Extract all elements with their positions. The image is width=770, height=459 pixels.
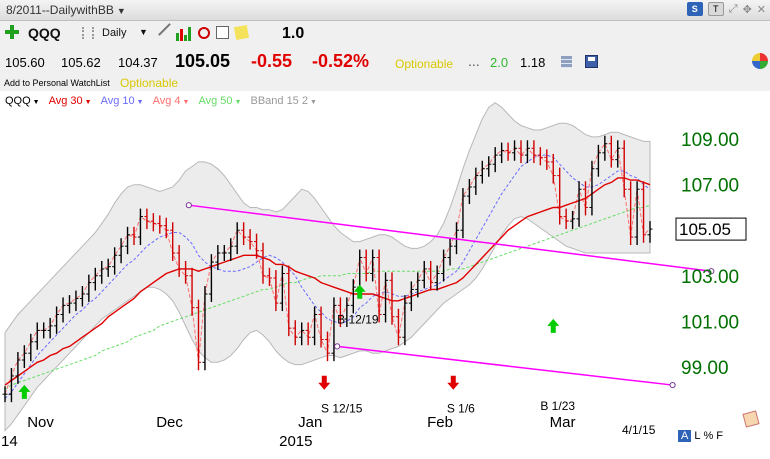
trendline bbox=[188, 204, 712, 272]
t-button[interactable]: T bbox=[707, 2, 724, 16]
more-dots[interactable]: ... bbox=[468, 53, 480, 69]
sell-arrow bbox=[447, 375, 460, 390]
bar-chart-icon[interactable] bbox=[176, 25, 192, 41]
scale-toggles: A L % F bbox=[678, 430, 723, 442]
toggle-f[interactable]: F bbox=[716, 430, 723, 442]
legend-item-bb[interactable]: BBand 15 2 ▼ bbox=[250, 95, 316, 107]
signal-annotation: S 1/6 bbox=[447, 401, 475, 415]
symbol-field[interactable]: QQQ bbox=[28, 25, 61, 41]
expand-icon[interactable]: ⤢ bbox=[728, 2, 738, 15]
quote-bar: 105.60 105.62 104.37 105.05 -0.55 -0.52%… bbox=[0, 49, 770, 75]
x-tick-label: Nov bbox=[27, 414, 54, 431]
x-tick-label: 14 bbox=[1, 433, 18, 450]
trendline-handle bbox=[185, 202, 192, 209]
y-tick-label: 103.00 bbox=[681, 267, 739, 288]
price-chart[interactable]: B 12/19 S 12/15 S 1/6 B 1/23 109.00 107.00 105… bbox=[0, 91, 770, 454]
legend-label-a4: Avg 4 bbox=[152, 95, 181, 107]
tools-icon[interactable] bbox=[158, 23, 178, 43]
legend-item-sym[interactable]: QQQ ▼ bbox=[5, 95, 40, 107]
avg50-line bbox=[4, 204, 651, 391]
signal-annotation: S 12/15 bbox=[321, 401, 363, 415]
chart-area[interactable]: QQQ ▼ Avg 30 ▼ Avg 10 ▼ Avg 4 ▼ Avg 50 ▼ BBand 15 … bbox=[0, 91, 770, 454]
legend-dropdown-icon[interactable]: ▼ bbox=[32, 99, 40, 106]
title-dropdown-icon[interactable]: ▼ bbox=[116, 6, 126, 16]
quote-change-pct: -0.52% bbox=[312, 51, 370, 71]
x-tick-label: Mar bbox=[550, 414, 576, 431]
buy-arrow bbox=[18, 384, 31, 399]
alarm-clock-icon[interactable] bbox=[198, 27, 210, 39]
legend-item-a10[interactable]: Avg 10 ▼ bbox=[101, 95, 144, 107]
quote-low: 104.37 bbox=[118, 55, 158, 70]
quote-ratio: 2.0 bbox=[490, 55, 509, 70]
toggle-a[interactable]: A bbox=[678, 430, 692, 442]
watchlist-optionable: Optionable bbox=[120, 76, 179, 90]
optionable-label: Optionable bbox=[395, 57, 454, 71]
trendline-handle bbox=[334, 343, 341, 350]
symbol-toolbar: QQQ Daily ▼ 1.0 bbox=[0, 21, 770, 49]
calendar-icon[interactable] bbox=[216, 26, 229, 39]
signal-annotation: B 12/19 bbox=[337, 313, 379, 327]
trendline-handle bbox=[669, 381, 676, 389]
toggle-l[interactable]: L bbox=[694, 430, 701, 442]
signal-annotation: B 1/23 bbox=[540, 399, 575, 413]
bollinger-band bbox=[4, 102, 651, 432]
add-to-watchlist-link[interactable]: Add to Personal WatchList bbox=[4, 78, 110, 88]
last-price-label: 105.05 bbox=[679, 220, 731, 239]
x-tick-label: Feb bbox=[427, 414, 453, 431]
avg30-line bbox=[4, 177, 651, 386]
legend-dropdown-icon[interactable]: ▼ bbox=[182, 99, 190, 106]
window-title[interactable]: 8/2011--DailywithBB ▼ bbox=[6, 3, 126, 17]
quote-open: 105.60 bbox=[5, 55, 45, 70]
y-tick-label: 107.00 bbox=[681, 176, 739, 197]
avg10-line bbox=[4, 154, 651, 400]
legend-dropdown-icon[interactable]: ▼ bbox=[136, 99, 144, 106]
legend-label-sym: QQQ bbox=[5, 95, 31, 107]
buy-arrow bbox=[547, 318, 560, 333]
save-icon[interactable] bbox=[585, 55, 598, 68]
sell-arrow bbox=[318, 375, 331, 390]
titlebar-controls: S T ⤢ ✥ ✕ bbox=[686, 2, 766, 16]
period-dropdown-icon[interactable]: ▼ bbox=[139, 27, 148, 37]
quote-beta: 1.18 bbox=[520, 55, 546, 70]
quote-high: 105.62 bbox=[61, 55, 101, 70]
quote-last: 105.05 bbox=[175, 51, 231, 71]
x-tick-label: Jan bbox=[298, 414, 322, 431]
y-tick-label: 101.00 bbox=[681, 312, 739, 333]
legend-label-a10: Avg 10 bbox=[100, 95, 135, 107]
toggle-pct[interactable]: % bbox=[703, 430, 714, 442]
legend-label-bb: BBand 15 2 bbox=[250, 95, 308, 107]
legend-label-a50: Avg 50 bbox=[198, 95, 233, 107]
last-price-box bbox=[675, 217, 747, 241]
legend-item-a30[interactable]: Avg 30 ▼ bbox=[49, 95, 92, 107]
legend-item-a4[interactable]: Avg 4 ▼ bbox=[153, 95, 190, 107]
legend-dropdown-icon[interactable]: ▼ bbox=[234, 99, 242, 106]
x-tick-label: Dec bbox=[156, 414, 183, 431]
current-date: 4/1/15 bbox=[622, 423, 656, 437]
quote-change: -0.55 bbox=[251, 51, 293, 71]
x-tick-label: 2015 bbox=[279, 433, 312, 450]
legend-label-a30: Avg 30 bbox=[48, 95, 83, 107]
grip-icon bbox=[82, 27, 94, 39]
move-icon[interactable]: ✥ bbox=[742, 3, 752, 16]
y-tick-label: 109.00 bbox=[681, 130, 739, 151]
window-titlebar: 8/2011--DailywithBB ▼ S T ⤢ ✥ ✕ bbox=[0, 0, 770, 21]
chart-legend: QQQ ▼ Avg 30 ▼ Avg 10 ▼ Avg 4 ▼ Avg 50 ▼ BBand 15 … bbox=[5, 95, 317, 107]
trendline bbox=[337, 345, 673, 386]
add-symbol-icon[interactable] bbox=[4, 24, 20, 40]
y-tick-label: 99.00 bbox=[681, 358, 729, 379]
color-palette-icon[interactable] bbox=[752, 53, 768, 69]
close-icon[interactable]: ✕ bbox=[756, 3, 766, 16]
legend-dropdown-icon[interactable]: ▼ bbox=[84, 99, 92, 106]
note-icon[interactable] bbox=[233, 24, 250, 41]
period-select[interactable]: Daily bbox=[102, 27, 127, 39]
trendline-handle bbox=[708, 268, 715, 275]
version-label: 1.0 bbox=[282, 25, 305, 42]
s-button[interactable]: S bbox=[686, 2, 703, 16]
stack-icon[interactable] bbox=[561, 56, 572, 68]
buy-arrow bbox=[353, 284, 366, 299]
legend-dropdown-icon[interactable]: ▼ bbox=[309, 99, 317, 106]
chart-tools bbox=[158, 23, 250, 43]
legend-item-a50[interactable]: Avg 50 ▼ bbox=[198, 95, 241, 107]
watchlist-bar: Add to Personal WatchList Optionable bbox=[0, 75, 770, 91]
